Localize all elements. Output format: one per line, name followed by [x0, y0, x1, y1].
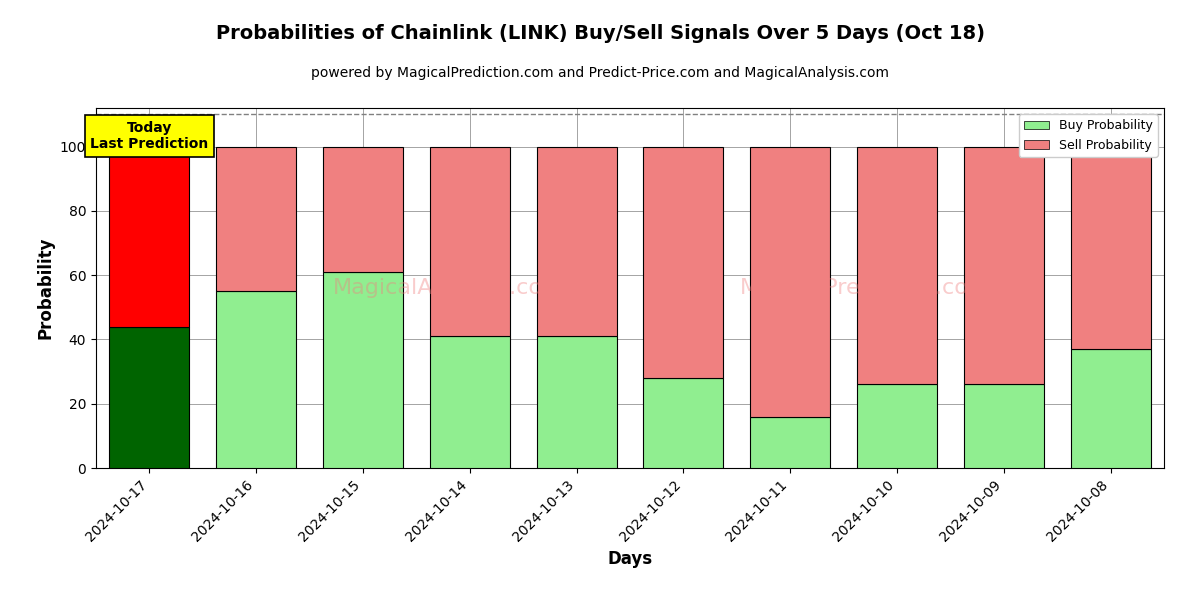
- Bar: [750, 416, 830, 468]
- Bar: [1070, 349, 1151, 468]
- Bar: [216, 146, 296, 291]
- Bar: [857, 146, 937, 385]
- Bar: [216, 291, 296, 468]
- Bar: [109, 326, 190, 468]
- Bar: [323, 146, 403, 272]
- Text: MagicalAnalysis.com: MagicalAnalysis.com: [332, 278, 564, 298]
- Text: powered by MagicalPrediction.com and Predict-Price.com and MagicalAnalysis.com: powered by MagicalPrediction.com and Pre…: [311, 66, 889, 80]
- Bar: [750, 146, 830, 416]
- Bar: [109, 146, 190, 326]
- Bar: [430, 336, 510, 468]
- Text: Today
Last Prediction: Today Last Prediction: [90, 121, 209, 151]
- Bar: [857, 385, 937, 468]
- Text: Probabilities of Chainlink (LINK) Buy/Sell Signals Over 5 Days (Oct 18): Probabilities of Chainlink (LINK) Buy/Se…: [216, 24, 984, 43]
- Bar: [536, 336, 617, 468]
- Bar: [323, 272, 403, 468]
- Text: MagicalPrediction.com: MagicalPrediction.com: [739, 278, 990, 298]
- Bar: [964, 146, 1044, 385]
- Legend: Buy Probability, Sell Probability: Buy Probability, Sell Probability: [1019, 114, 1158, 157]
- Bar: [643, 146, 724, 378]
- Bar: [1070, 146, 1151, 349]
- X-axis label: Days: Days: [607, 550, 653, 568]
- Bar: [643, 378, 724, 468]
- Bar: [430, 146, 510, 336]
- Bar: [964, 385, 1044, 468]
- Y-axis label: Probability: Probability: [36, 237, 54, 339]
- Bar: [536, 146, 617, 336]
